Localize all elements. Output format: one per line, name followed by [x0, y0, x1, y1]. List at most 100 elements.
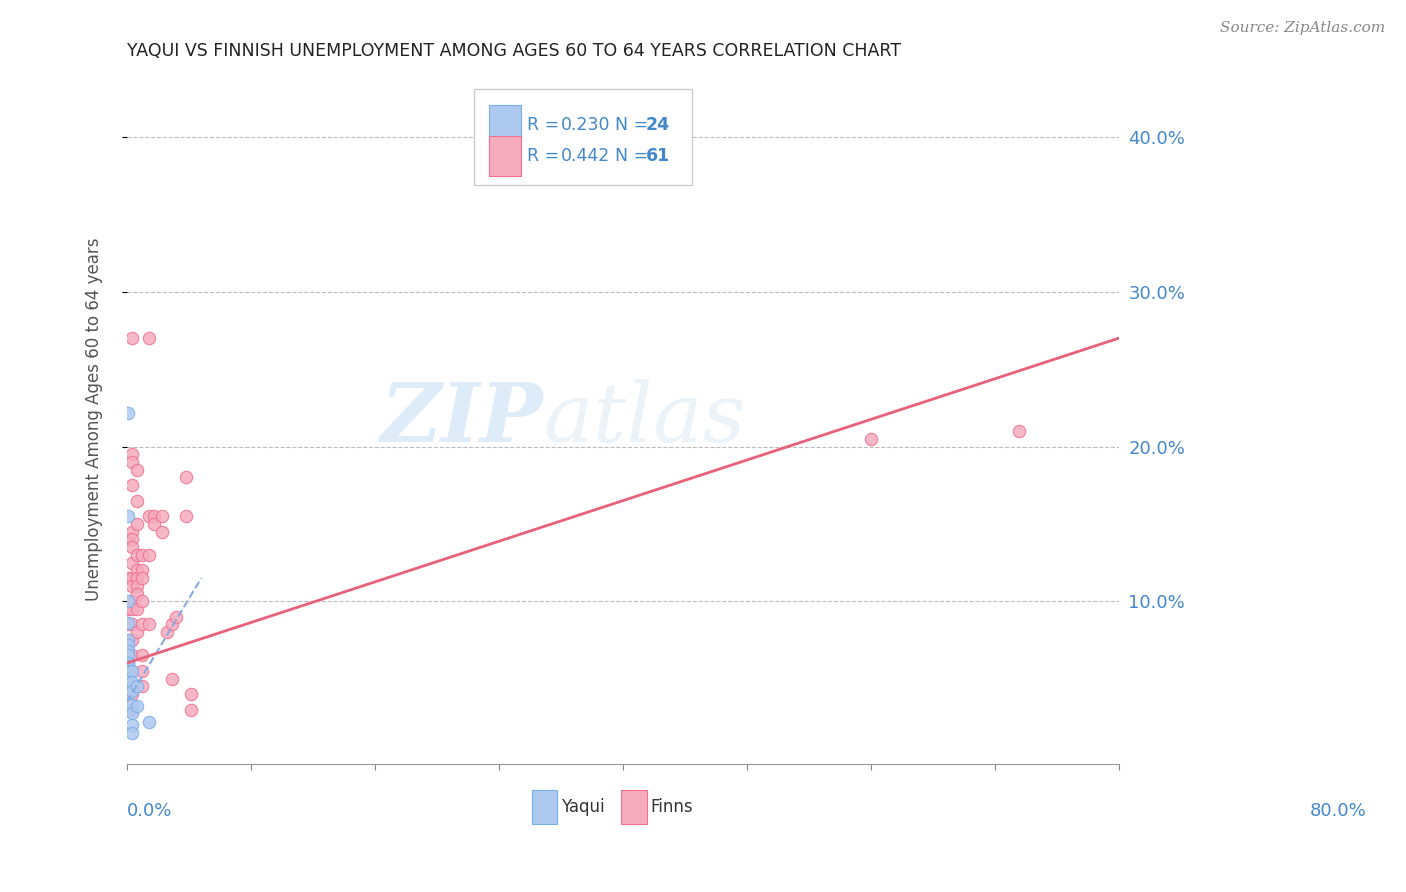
Text: YAQUI VS FINNISH UNEMPLOYMENT AMONG AGES 60 TO 64 YEARS CORRELATION CHART: YAQUI VS FINNISH UNEMPLOYMENT AMONG AGES… — [127, 42, 901, 60]
Point — [121, 684, 143, 698]
Point — [143, 516, 166, 531]
Point — [117, 644, 139, 658]
Point — [117, 664, 139, 678]
Point — [117, 632, 139, 647]
Point — [125, 586, 148, 600]
FancyBboxPatch shape — [474, 89, 692, 186]
Point — [150, 524, 173, 539]
Point — [117, 672, 139, 686]
Point — [117, 656, 139, 670]
Point — [117, 533, 139, 547]
Point — [143, 509, 166, 524]
Point — [155, 625, 177, 640]
Text: 24: 24 — [645, 116, 669, 134]
Point — [121, 540, 143, 554]
Point — [121, 718, 143, 732]
Point — [117, 509, 139, 524]
Point — [121, 698, 143, 712]
Point — [117, 615, 139, 630]
Point — [160, 672, 183, 686]
Point — [117, 656, 139, 670]
Point — [121, 455, 143, 469]
Point — [160, 617, 183, 632]
Point — [117, 702, 139, 716]
Text: 0.0%: 0.0% — [127, 802, 173, 820]
FancyBboxPatch shape — [489, 105, 520, 145]
Point — [121, 679, 143, 693]
Text: 80.0%: 80.0% — [1310, 802, 1367, 820]
Point — [121, 447, 143, 461]
FancyBboxPatch shape — [489, 136, 520, 177]
Point — [125, 493, 148, 508]
Point — [138, 509, 160, 524]
Point — [121, 664, 143, 678]
Point — [131, 563, 153, 577]
Point — [176, 509, 198, 524]
FancyBboxPatch shape — [531, 790, 557, 823]
Point — [117, 687, 139, 701]
Point — [117, 602, 139, 616]
Point — [180, 687, 202, 701]
Point — [125, 571, 148, 585]
Point — [125, 699, 148, 714]
Point — [121, 702, 143, 716]
Y-axis label: Unemployment Among Ages 60 to 64 years: Unemployment Among Ages 60 to 64 years — [86, 237, 103, 601]
Text: 0.230: 0.230 — [561, 116, 610, 134]
Point — [117, 638, 139, 652]
Point — [121, 579, 143, 593]
Point — [166, 609, 188, 624]
Point — [121, 617, 143, 632]
Point — [131, 648, 153, 663]
Point — [859, 432, 882, 446]
Point — [150, 509, 173, 524]
Point — [125, 602, 148, 616]
Point — [125, 463, 148, 477]
Point — [180, 702, 202, 716]
Point — [131, 571, 153, 585]
Point — [121, 556, 143, 570]
Point — [131, 617, 153, 632]
Text: ZIP: ZIP — [381, 379, 543, 459]
Point — [121, 602, 143, 616]
Point — [117, 405, 139, 419]
Text: Finns: Finns — [651, 797, 693, 816]
Point — [131, 594, 153, 608]
Point — [121, 674, 143, 689]
Point — [117, 632, 139, 647]
Point — [125, 548, 148, 562]
Point — [121, 524, 143, 539]
Point — [131, 679, 153, 693]
Point — [138, 714, 160, 729]
FancyBboxPatch shape — [621, 790, 647, 823]
Point — [117, 617, 139, 632]
Point — [131, 548, 153, 562]
Point — [121, 533, 143, 547]
Point — [121, 331, 143, 345]
Point — [121, 648, 143, 663]
Point — [125, 679, 148, 693]
Point — [121, 726, 143, 740]
Point — [117, 659, 139, 673]
Point — [1008, 424, 1031, 438]
Text: R =: R = — [527, 116, 564, 134]
Point — [121, 632, 143, 647]
Point — [125, 625, 148, 640]
Text: R =: R = — [527, 147, 564, 165]
Text: 0.442: 0.442 — [561, 147, 610, 165]
Text: atlas: atlas — [543, 379, 745, 459]
Point — [131, 664, 153, 678]
Point — [121, 478, 143, 492]
Point — [121, 664, 143, 678]
Point — [176, 470, 198, 484]
Point — [125, 563, 148, 577]
Point — [121, 687, 143, 701]
Point — [138, 331, 160, 345]
Text: N =: N = — [605, 116, 654, 134]
Point — [121, 594, 143, 608]
Text: Yaqui: Yaqui — [561, 797, 605, 816]
Point — [138, 617, 160, 632]
Point — [117, 571, 139, 585]
Point — [125, 579, 148, 593]
Point — [138, 548, 160, 562]
Point — [117, 594, 139, 608]
